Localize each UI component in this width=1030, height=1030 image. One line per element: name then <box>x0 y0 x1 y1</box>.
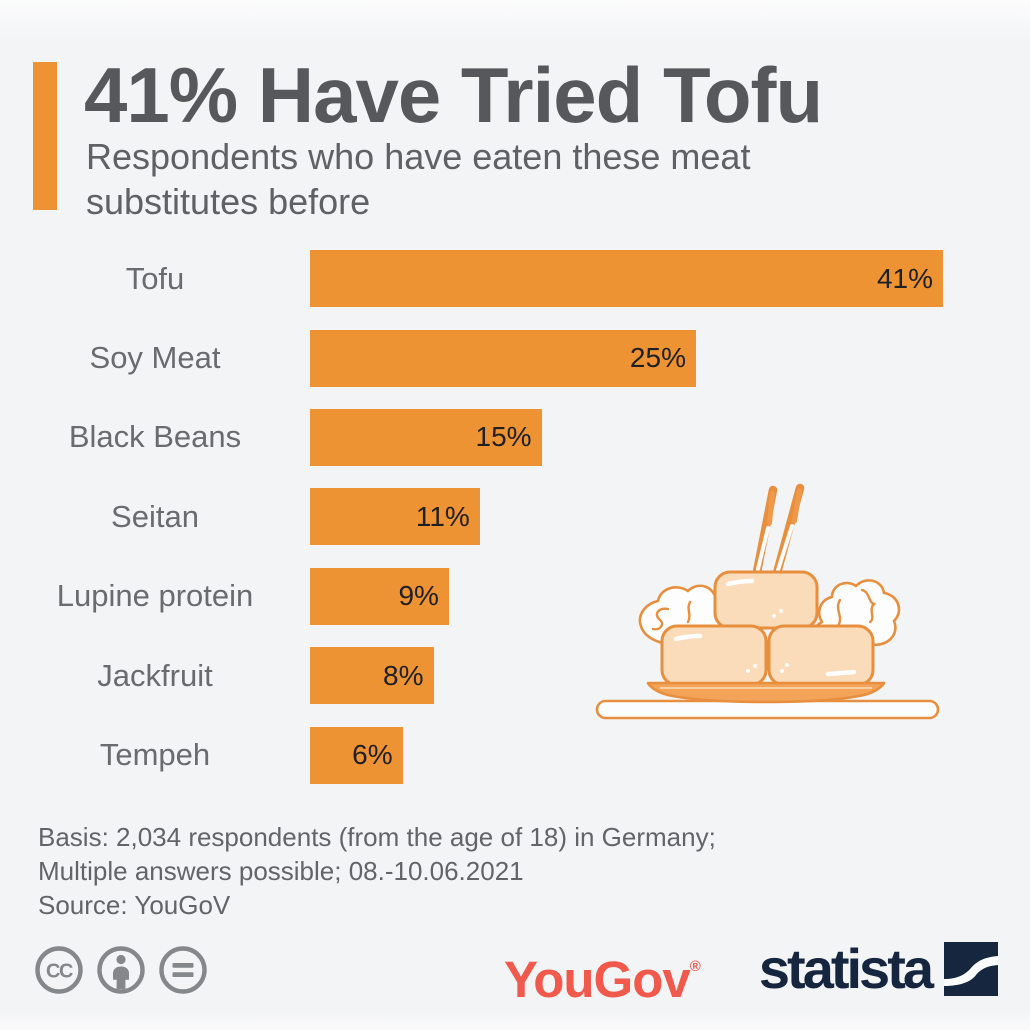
page-title: 41% Have Tried Tofu <box>84 51 823 139</box>
bar-row: Tempeh 6% <box>0 715 943 794</box>
value-label: 11% <box>415 500 470 532</box>
no-derivatives-icon <box>159 946 207 994</box>
bar-row: Black Beans 15% <box>0 398 943 477</box>
tofu-illustration <box>595 483 940 720</box>
value-label: 15% <box>475 421 532 453</box>
bar: 11% <box>310 488 480 546</box>
bar-chart: Tofu 41% Soy Meat 25% Black Beans 15% Seitan 11… <box>0 239 943 795</box>
bar-row: Lupine protein 9% <box>0 557 943 636</box>
cc-icon: CC <box>35 946 83 994</box>
bar-track: 25% <box>310 329 943 387</box>
category-label: Seitan <box>111 498 199 534</box>
bar-row: Soy Meat 25% <box>0 318 943 397</box>
value-label: 8% <box>383 659 424 691</box>
svg-text:CC: CC <box>46 961 73 983</box>
bar: 6% <box>310 726 403 784</box>
yougov-logo: YouGov® <box>504 950 701 1009</box>
source-line: Source: YouGoV <box>38 890 231 920</box>
bar-track: 41% <box>310 250 943 308</box>
bar-row: Jackfruit 8% <box>0 636 943 715</box>
yougov-wordmark: YouGov <box>504 951 691 1008</box>
category-label: Black Beans <box>68 419 242 455</box>
category-label: Jackfruit <box>97 657 213 693</box>
bar-row: Tofu 41% <box>0 239 943 318</box>
value-label: 25% <box>629 342 686 374</box>
category-label: Lupine protein <box>56 578 254 614</box>
category-label: Tofu <box>125 260 185 296</box>
bar: 41% <box>310 250 943 308</box>
bar-track: 15% <box>310 408 943 466</box>
page-subtitle: Respondents who have eaten these meat su… <box>86 136 751 222</box>
bar: 9% <box>310 567 449 625</box>
bar-row: Seitan 11% <box>0 477 943 556</box>
basis-line: Multiple answers possible; 08.-10.06.202… <box>38 856 524 886</box>
bar-track: 6% <box>310 726 943 784</box>
plate-icon <box>646 681 886 704</box>
tofu-cube-right <box>767 624 875 687</box>
value-label: 6% <box>352 739 393 771</box>
statista-logo: statista <box>759 940 998 998</box>
category-label: Tempeh <box>99 737 211 773</box>
attribution-icon <box>97 946 145 994</box>
footer-basis: Basis: 2,034 respondents (from the age o… <box>38 820 716 922</box>
bar: 25% <box>310 329 696 387</box>
bar-track: 9% <box>310 567 943 625</box>
bar-track: 8% <box>310 647 943 705</box>
header-accent-bar <box>33 62 57 210</box>
statista-logo-icon <box>944 942 998 996</box>
bar-track: 11% <box>310 488 943 546</box>
category-label: Soy Meat <box>89 340 221 376</box>
chopsticks-icon <box>752 483 805 578</box>
tofu-cube-top <box>713 570 819 630</box>
bar: 8% <box>310 647 434 705</box>
statista-wordmark: statista <box>758 937 934 1000</box>
license-icons: CC <box>33 944 209 996</box>
value-label: 41% <box>876 262 933 294</box>
bar: 15% <box>310 408 542 466</box>
yougov-registered-mark: ® <box>689 958 701 975</box>
value-label: 9% <box>398 580 439 612</box>
serving-tray <box>595 699 940 720</box>
tofu-cube-left <box>660 624 768 687</box>
basis-line: Basis: 2,034 respondents (from the age o… <box>38 822 716 852</box>
